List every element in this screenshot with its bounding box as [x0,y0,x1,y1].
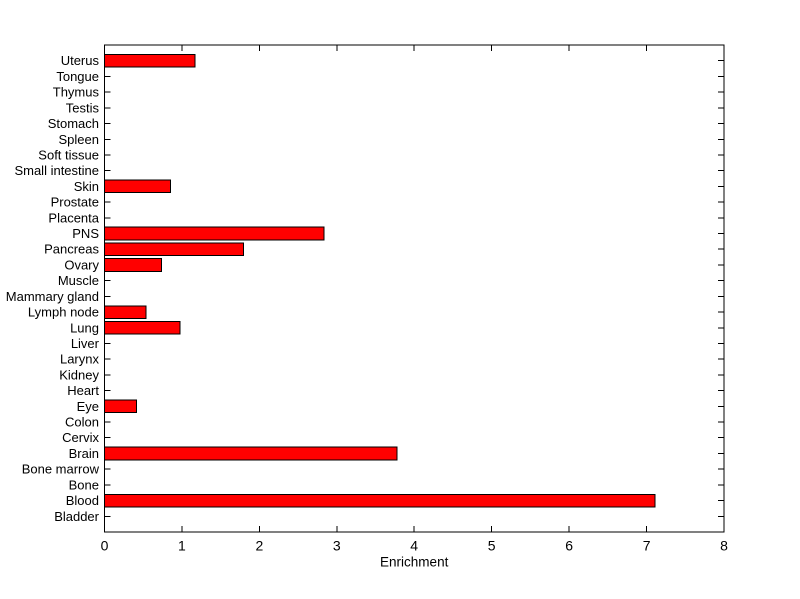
svg-text:Eye: Eye [77,399,99,414]
svg-text:Pancreas: Pancreas [44,242,99,257]
svg-text:Bone marrow: Bone marrow [22,462,100,477]
svg-text:5: 5 [488,538,496,554]
svg-text:Skin: Skin [74,179,99,194]
svg-text:6: 6 [565,538,573,554]
svg-text:Bladder: Bladder [54,509,99,524]
svg-text:Enrichment: Enrichment [380,555,449,570]
svg-text:Colon: Colon [65,415,99,430]
svg-text:2: 2 [256,538,264,554]
svg-text:PNS: PNS [72,226,99,241]
svg-text:Testis: Testis [66,100,100,115]
svg-text:1: 1 [178,538,186,554]
svg-text:Liver: Liver [71,336,100,351]
svg-text:Cervix: Cervix [62,430,99,445]
svg-text:Heart: Heart [67,383,99,398]
svg-text:Soft tissue: Soft tissue [38,148,99,163]
svg-text:0: 0 [101,538,109,554]
svg-text:Thymus: Thymus [53,85,100,100]
svg-text:8: 8 [720,538,728,554]
svg-text:Muscle: Muscle [58,273,99,288]
svg-text:Placenta: Placenta [48,210,99,225]
svg-text:Small intestine: Small intestine [14,163,99,178]
svg-text:Stomach: Stomach [48,116,99,131]
svg-text:3: 3 [333,538,341,554]
svg-text:Prostate: Prostate [51,195,99,210]
svg-text:7: 7 [643,538,651,554]
svg-text:Larynx: Larynx [60,352,100,367]
svg-text:Blood: Blood [66,493,99,508]
svg-text:Lymph node: Lymph node [28,305,99,320]
svg-text:Uterus: Uterus [61,53,100,68]
svg-text:Tongue: Tongue [56,69,99,84]
svg-text:Lung: Lung [70,320,99,335]
svg-text:Ovary: Ovary [64,257,99,272]
svg-text:Brain: Brain [69,446,99,461]
svg-text:Mammary gland: Mammary gland [6,289,99,304]
svg-text:4: 4 [410,538,418,554]
svg-text:Spleen: Spleen [59,132,99,147]
svg-text:Bone: Bone [69,477,99,492]
svg-text:Kidney: Kidney [59,367,99,382]
